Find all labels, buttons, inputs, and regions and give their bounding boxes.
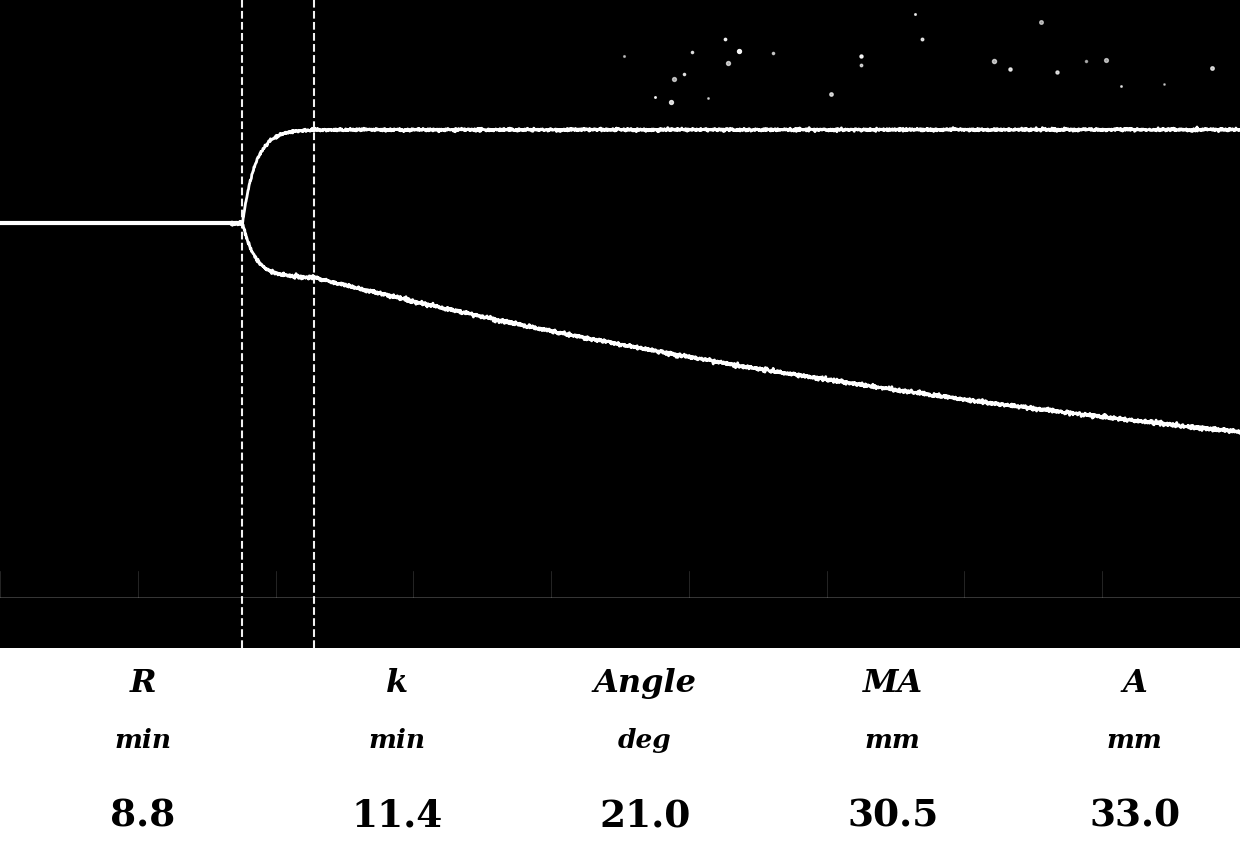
Text: 30.5: 30.5 — [847, 797, 939, 835]
Text: mm: mm — [1107, 728, 1162, 752]
Text: k: k — [386, 668, 408, 699]
Text: min: min — [368, 728, 425, 752]
Text: 8.8: 8.8 — [110, 797, 175, 835]
Text: 21.0: 21.0 — [599, 797, 691, 835]
Text: mm: mm — [866, 728, 920, 752]
Text: MA: MA — [863, 668, 923, 699]
Text: R: R — [129, 668, 156, 699]
Text: A: A — [1122, 668, 1147, 699]
Text: min: min — [114, 728, 171, 752]
Text: deg: deg — [618, 728, 672, 752]
Text: Angle: Angle — [593, 668, 697, 699]
Text: 11.4: 11.4 — [351, 797, 443, 835]
Text: 33.0: 33.0 — [1089, 797, 1180, 835]
